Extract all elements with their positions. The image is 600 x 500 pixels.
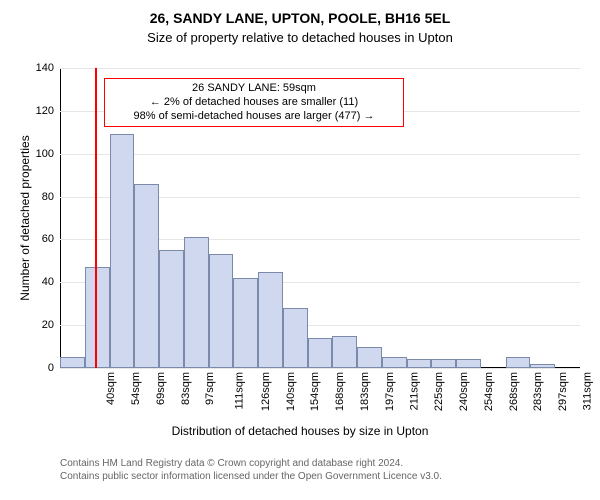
x-tick-label: 283sqm bbox=[532, 372, 544, 411]
x-tick-label: 197sqm bbox=[384, 372, 396, 411]
y-tick-label: 80 bbox=[42, 191, 60, 203]
chart-title-subtitle: Size of property relative to detached ho… bbox=[0, 30, 600, 45]
grid-line bbox=[60, 68, 580, 69]
annotation-line-1: 26 SANDY LANE: 59sqm bbox=[111, 82, 397, 96]
histogram-bar bbox=[110, 134, 135, 368]
x-tick-label: 40sqm bbox=[105, 372, 117, 405]
histogram-bar bbox=[60, 357, 85, 368]
x-tick-label: 254sqm bbox=[483, 372, 495, 411]
x-tick-label: 126sqm bbox=[260, 372, 272, 411]
footer-line-1: Contains HM Land Registry data © Crown c… bbox=[60, 458, 442, 471]
histogram-bar bbox=[184, 237, 209, 368]
x-tick-label: 311sqm bbox=[581, 372, 593, 410]
x-tick-label: 240sqm bbox=[458, 372, 470, 411]
x-tick-label: 97sqm bbox=[204, 372, 216, 405]
footer-line-2: Contains public sector information licen… bbox=[60, 471, 442, 484]
y-tick-label: 0 bbox=[48, 362, 60, 374]
histogram-bar bbox=[382, 357, 407, 368]
y-tick-label: 120 bbox=[36, 105, 60, 117]
annotation-line-2: ← 2% of detached houses are smaller (11) bbox=[111, 96, 397, 110]
histogram-bar bbox=[134, 184, 159, 368]
x-tick-label: 225sqm bbox=[433, 372, 445, 411]
histogram-bar bbox=[308, 338, 333, 368]
property-marker-line bbox=[95, 68, 97, 368]
y-tick-label: 60 bbox=[42, 233, 60, 245]
chart-container: { "layout": { "canvas": { "w": 600, "h":… bbox=[0, 0, 600, 500]
histogram-bar bbox=[506, 357, 531, 368]
histogram-bar bbox=[233, 278, 258, 368]
x-tick-label: 111sqm bbox=[234, 372, 246, 410]
grid-line bbox=[60, 368, 580, 369]
y-tick-label: 20 bbox=[42, 319, 60, 331]
histogram-bar bbox=[530, 364, 555, 368]
annotation-line-3: 98% of semi-detached houses are larger (… bbox=[111, 110, 397, 124]
chart-title-address: 26, SANDY LANE, UPTON, POOLE, BH16 5EL bbox=[0, 10, 600, 26]
histogram-bar bbox=[456, 359, 481, 368]
grid-line bbox=[60, 154, 580, 155]
x-tick-label: 83sqm bbox=[180, 372, 192, 405]
histogram-bar bbox=[431, 359, 456, 368]
x-axis-label: Distribution of detached houses by size … bbox=[0, 424, 600, 438]
x-tick-label: 168sqm bbox=[334, 372, 346, 411]
x-tick-label: 268sqm bbox=[508, 372, 520, 411]
y-axis-line bbox=[60, 68, 61, 368]
histogram-bar bbox=[332, 336, 357, 368]
x-tick-label: 211sqm bbox=[408, 372, 420, 410]
y-tick-label: 140 bbox=[36, 62, 60, 74]
histogram-bar bbox=[357, 347, 382, 368]
histogram-bar bbox=[258, 272, 283, 368]
x-tick-label: 154sqm bbox=[310, 372, 322, 411]
y-axis-label: Number of detached properties bbox=[18, 68, 32, 368]
x-tick-label: 183sqm bbox=[359, 372, 371, 411]
y-tick-label: 100 bbox=[36, 148, 60, 160]
histogram-bar bbox=[283, 308, 308, 368]
histogram-bar bbox=[159, 250, 184, 368]
footer-attribution: Contains HM Land Registry data © Crown c… bbox=[60, 458, 442, 483]
histogram-bar bbox=[209, 254, 234, 368]
annotation-callout: 26 SANDY LANE: 59sqm ← 2% of detached ho… bbox=[104, 78, 404, 127]
x-tick-label: 69sqm bbox=[155, 372, 167, 405]
x-tick-label: 297sqm bbox=[557, 372, 569, 411]
y-tick-label: 40 bbox=[42, 276, 60, 288]
x-tick-label: 54sqm bbox=[130, 372, 142, 405]
x-tick-label: 140sqm bbox=[285, 372, 297, 411]
histogram-bar bbox=[407, 359, 432, 368]
